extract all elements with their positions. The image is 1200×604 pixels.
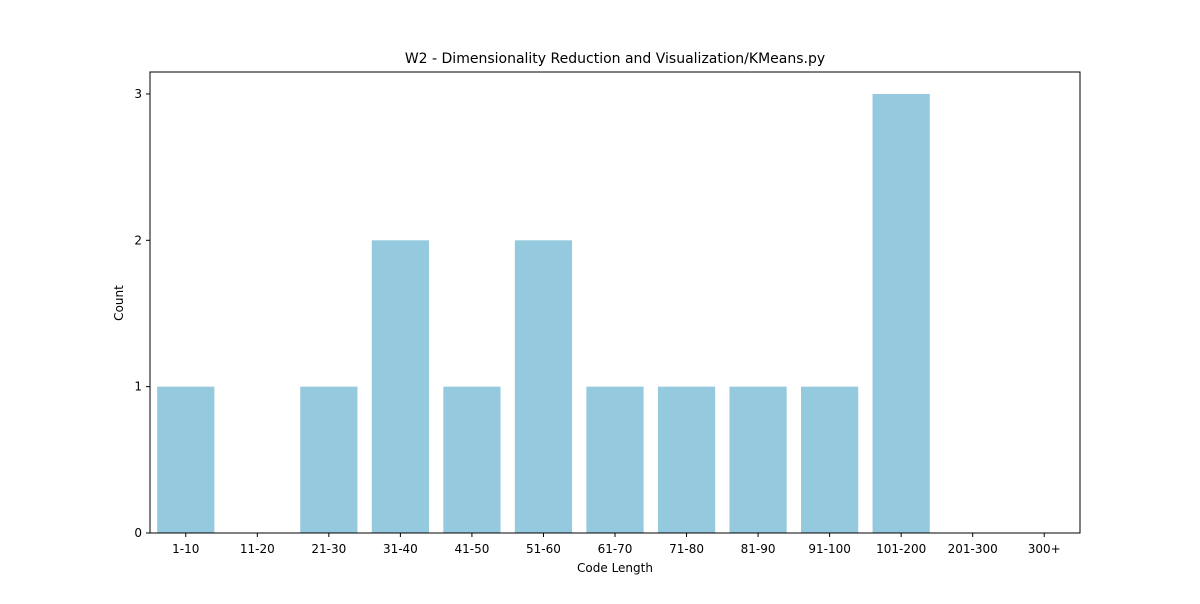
bar-41-50 xyxy=(443,386,501,533)
bar-51-60 xyxy=(514,240,573,534)
bar-31-40 xyxy=(371,240,429,534)
x-tick-label: 61-70 xyxy=(598,542,633,556)
x-axis-label: Code Length xyxy=(577,561,653,575)
bar-91-100 xyxy=(801,386,859,533)
x-tick-label: 41-50 xyxy=(454,542,489,556)
bar-71-80 xyxy=(657,386,716,533)
x-tick-label: 21-30 xyxy=(311,542,346,556)
x-tick-label: 101-200 xyxy=(876,542,926,556)
x-tick-label: 51-60 xyxy=(526,542,561,556)
x-axis-ticks: 1-10 11-20 21-30 31-40 41-50 51-60 61-70 71-80 8… xyxy=(172,533,1061,556)
y-axis-ticks: 0 1 2 3 xyxy=(134,87,150,540)
plot-area-frame xyxy=(149,71,1081,534)
y-tick-label: 1 xyxy=(134,380,142,394)
bar-101-200 xyxy=(872,93,930,533)
bar-21-30 xyxy=(300,386,358,533)
y-axis-label: Count xyxy=(112,285,126,321)
x-tick-label: 71-80 xyxy=(669,542,704,556)
y-tick-label: 3 xyxy=(134,87,142,101)
y-tick-label: 2 xyxy=(134,233,142,247)
bar-81-90 xyxy=(729,386,787,533)
bar-1-10 xyxy=(157,386,215,533)
x-tick-label: 91-100 xyxy=(808,542,851,556)
x-tick-label: 201-300 xyxy=(948,542,998,556)
x-tick-label: 1-10 xyxy=(172,542,199,556)
y-tick-label: 0 xyxy=(134,526,142,540)
x-tick-label: 31-40 xyxy=(383,542,418,556)
bars-group xyxy=(157,93,930,534)
x-tick-label: 11-20 xyxy=(240,542,275,556)
x-tick-label: 300+ xyxy=(1028,542,1061,556)
bar-61-70 xyxy=(586,386,644,533)
x-tick-label: 81-90 xyxy=(741,542,776,556)
chart-title: W2 - Dimensionality Reduction and Visual… xyxy=(405,51,825,67)
